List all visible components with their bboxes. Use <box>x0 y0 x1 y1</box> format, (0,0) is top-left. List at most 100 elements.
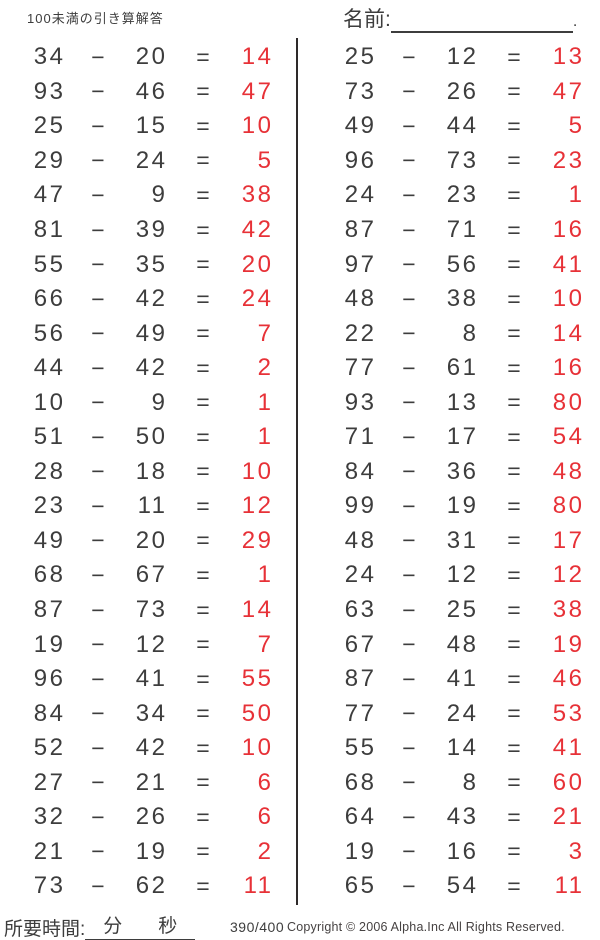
subtrahend: 12 <box>446 43 479 71</box>
minus-operator: − <box>402 147 416 174</box>
answer-value: 47 <box>552 77 585 105</box>
minuend: 55 <box>33 250 66 278</box>
minuend: 22 <box>344 319 377 347</box>
subtrahend: 24 <box>135 146 168 174</box>
column-divider <box>296 38 298 905</box>
subtrahend: 73 <box>135 596 168 624</box>
equals-sign: = <box>196 596 210 623</box>
problem-row: 84 − 34 = 50 <box>15 696 271 731</box>
answer-value: 54 <box>552 423 585 451</box>
minus-operator: − <box>91 251 105 278</box>
equals-sign: = <box>196 181 210 208</box>
subtrahend: 39 <box>135 216 168 243</box>
answer-value: 53 <box>552 699 585 727</box>
problem-row: 68 − 67 = 1 <box>15 558 271 593</box>
minuend: 93 <box>344 388 377 416</box>
minus-operator: − <box>402 838 416 865</box>
minuend: 73 <box>33 872 66 900</box>
subtrahend: 20 <box>135 43 168 71</box>
answer-value: 17 <box>552 526 585 554</box>
minus-operator: − <box>402 320 416 347</box>
minuend: 87 <box>33 596 66 624</box>
minus-operator: − <box>402 527 416 554</box>
minus-operator: − <box>402 389 416 416</box>
minus-operator: − <box>402 354 416 381</box>
equals-sign: = <box>507 251 521 278</box>
problem-row: 48 − 31 = 17 <box>326 524 582 559</box>
answer-value: 14 <box>552 319 585 347</box>
minus-operator: − <box>402 872 416 899</box>
problem-row: 29 − 24 = 5 <box>15 144 271 179</box>
minus-operator: − <box>402 596 416 623</box>
equals-sign: = <box>507 803 521 830</box>
problem-row: 28 − 18 = 10 <box>15 455 271 490</box>
answer-value: 13 <box>552 43 585 71</box>
answer-value: 60 <box>552 768 585 796</box>
minuend: 68 <box>344 768 377 796</box>
problem-row: 34 − 20 = 14 <box>15 40 271 75</box>
subtrahend: 46 <box>135 77 168 105</box>
problem-row: 66 − 42 = 24 <box>15 282 271 317</box>
subtrahend: 36 <box>446 457 479 485</box>
equals-sign: = <box>507 665 521 692</box>
minuend: 77 <box>344 699 377 727</box>
subtrahend: 21 <box>135 768 168 796</box>
equals-sign: = <box>196 458 210 485</box>
problem-row: 56 − 49 = 7 <box>15 316 271 351</box>
time-field: 所要時間: 分秒 <box>4 911 196 940</box>
seconds-label: 秒 <box>158 916 178 937</box>
minuend: 24 <box>344 561 377 589</box>
equals-sign: = <box>196 838 210 865</box>
minus-operator: − <box>91 423 105 450</box>
equals-sign: = <box>196 631 210 658</box>
subtrahend: 48 <box>446 630 479 658</box>
problem-row: 52 − 42 = 10 <box>15 731 271 766</box>
answer-value: 11 <box>243 872 274 900</box>
minuend: 87 <box>344 665 377 693</box>
minus-operator: − <box>91 527 105 554</box>
equals-sign: = <box>507 527 521 554</box>
equals-sign: = <box>196 769 210 796</box>
worksheet-title: 100未満の引き算解答 <box>27 11 164 26</box>
minuend: 48 <box>344 526 377 554</box>
minus-operator: − <box>91 700 105 727</box>
answer-value: 19 <box>552 630 585 658</box>
minuend: 48 <box>344 285 377 313</box>
minuend: 67 <box>344 630 377 658</box>
subtrahend: 25 <box>446 596 479 624</box>
subtrahend: 42 <box>135 734 168 762</box>
answer-value: 16 <box>552 216 585 243</box>
answer-value: 14 <box>241 596 274 624</box>
score-indicator: 390/400 <box>230 919 285 935</box>
subtrahend: 61 <box>446 354 479 382</box>
minus-operator: − <box>91 216 105 243</box>
minuend: 66 <box>33 285 66 313</box>
minus-operator: − <box>91 803 105 830</box>
minuend: 49 <box>33 526 66 554</box>
equals-sign: = <box>507 631 521 658</box>
answer-value: 1 <box>257 561 274 589</box>
answer-value: 5 <box>568 112 585 140</box>
minus-operator: − <box>91 492 105 519</box>
minuend: 87 <box>344 216 377 243</box>
equals-sign: = <box>196 803 210 830</box>
answer-value: 55 <box>241 665 274 693</box>
minuend: 99 <box>344 492 377 520</box>
minuend: 34 <box>33 43 66 71</box>
minus-operator: − <box>91 631 105 658</box>
equals-sign: = <box>196 354 210 381</box>
equals-sign: = <box>507 872 521 899</box>
minus-operator: − <box>91 78 105 105</box>
problem-row: 55 − 14 = 41 <box>326 731 582 766</box>
equals-sign: = <box>507 838 521 865</box>
minus-operator: − <box>402 803 416 830</box>
equals-sign: = <box>196 423 210 450</box>
problem-row: 73 − 62 = 11 <box>15 869 271 904</box>
minuend: 24 <box>344 181 377 209</box>
equals-sign: = <box>196 320 210 347</box>
subtrahend: 19 <box>135 837 168 865</box>
answer-value: 10 <box>241 112 274 140</box>
subtrahend: 17 <box>446 423 479 451</box>
answer-value: 6 <box>257 803 274 831</box>
equals-sign: = <box>507 423 521 450</box>
